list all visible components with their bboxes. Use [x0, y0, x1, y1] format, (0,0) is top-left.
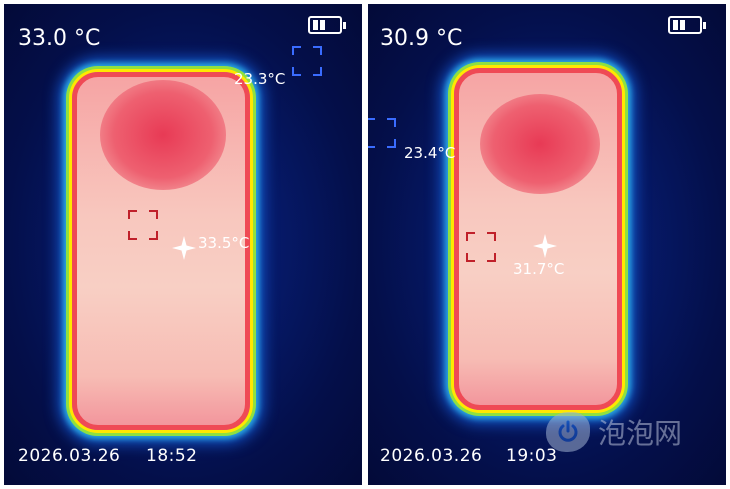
- watermark: 泡泡网: [546, 412, 682, 452]
- capture-date: 2026.03.26: [380, 446, 483, 466]
- hot-spot-marker-icon: [172, 236, 196, 260]
- hot-spot-label: 31.7°C: [513, 260, 565, 278]
- cold-spot-marker-icon: [292, 46, 322, 76]
- capture-time: 18:52: [146, 446, 198, 466]
- thermal-image-right: 30.9 °C 23.4°C 31.7°C 2026.03.26 19:03: [368, 4, 726, 485]
- capture-time: 19:03: [506, 446, 558, 466]
- cold-spot-marker-icon: [368, 118, 396, 148]
- battery-icon: [668, 16, 706, 34]
- cold-spot-label: 23.3°C: [234, 70, 286, 88]
- hot-spot-label: 33.5°C: [198, 234, 250, 252]
- hot-zone: [480, 94, 600, 194]
- thermal-image-left: 33.0 °C 23.3°C 33.5°C 2026.03.26 18:52: [4, 4, 362, 485]
- max-temp: 33.0 °C: [18, 26, 101, 51]
- max-temp: 30.9 °C: [380, 26, 463, 51]
- hot-spot-marker-icon: [533, 234, 557, 258]
- cold-spot-label: 23.4°C: [404, 144, 456, 162]
- watermark-text: 泡泡网: [598, 417, 683, 450]
- hot-zone: [100, 80, 226, 190]
- power-icon: [546, 412, 590, 452]
- center-marker-icon: [466, 232, 496, 262]
- capture-date: 2026.03.26: [18, 446, 121, 466]
- center-marker-icon: [128, 210, 158, 240]
- battery-icon: [308, 16, 346, 34]
